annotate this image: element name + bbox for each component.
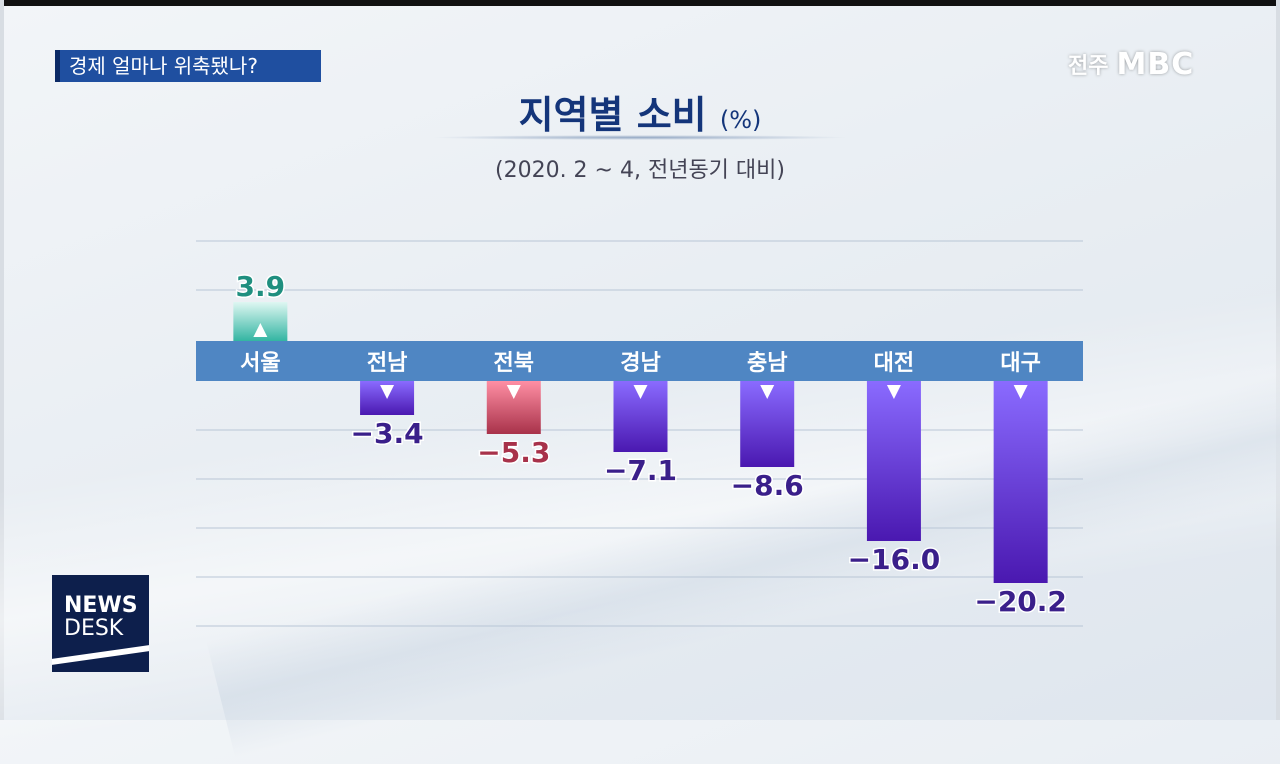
category-band — [196, 341, 1083, 381]
bar — [993, 381, 1048, 583]
chart-title-block: 지역별 소비 (%) — [430, 84, 850, 139]
bar-chart: 서울 3.9 전남 −3.4 전북 −5.3 경남 −7.1 충남 −8.6 대전 −16.0 대구 −2… — [196, 240, 1083, 627]
bar — [866, 381, 921, 541]
down-arrow-icon — [760, 385, 775, 399]
category-label: 전북 — [494, 351, 534, 376]
category-label: 전남 — [367, 351, 407, 376]
up-arrow-icon — [253, 323, 268, 337]
value-label: −20.2 — [974, 585, 1067, 618]
left-border — [0, 0, 4, 720]
broadcaster-logo: 전주 MBC — [1068, 46, 1218, 82]
down-arrow-icon — [886, 385, 901, 399]
value-label: −7.1 — [604, 454, 677, 487]
down-arrow-icon — [380, 385, 395, 399]
newsdesk-logo: NEWS DESK — [52, 575, 149, 672]
down-arrow-icon — [506, 385, 521, 399]
value-label: −8.6 — [731, 469, 804, 502]
chart-unit: (%) — [719, 106, 762, 134]
mbc-logo: MBC — [1116, 46, 1195, 82]
category-label: 충남 — [747, 351, 787, 376]
title-underline — [430, 135, 850, 140]
broadcaster-city: 전주 — [1068, 54, 1109, 79]
top-border — [0, 0, 1280, 6]
down-arrow-icon — [1013, 385, 1028, 399]
value-label: 3.9 — [236, 270, 286, 303]
value-label: −16.0 — [848, 543, 941, 576]
value-label: −3.4 — [351, 417, 424, 450]
value-label: −5.3 — [477, 436, 550, 469]
topic-caption: 경제 얼마나 위축됐나? — [55, 50, 321, 82]
chart-title: 지역별 소비 — [518, 93, 707, 137]
chart-subtitle: (2020. 2 ~ 4, 전년동기 대비) — [495, 158, 785, 183]
newsdesk-line1: NEWS — [64, 593, 138, 618]
down-arrow-icon — [633, 385, 648, 399]
category-label: 대전 — [874, 351, 914, 376]
category-label: 서울 — [240, 351, 280, 376]
category-label: 경남 — [620, 351, 660, 376]
newsdesk-line2: DESK — [64, 616, 124, 641]
category-label: 대구 — [1000, 351, 1040, 376]
newsdesk-swoosh — [52, 645, 149, 665]
